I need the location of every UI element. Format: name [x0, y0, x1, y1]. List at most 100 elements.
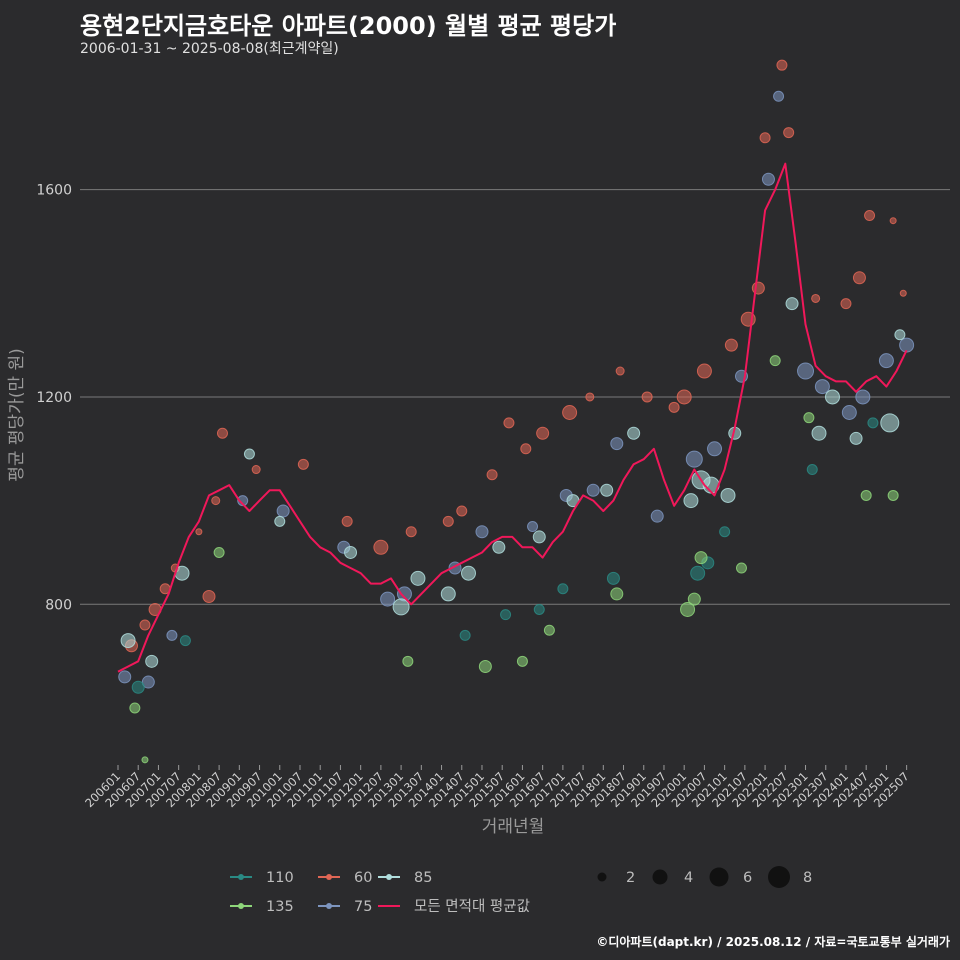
point-135 [402, 655, 414, 667]
point-60 [139, 619, 151, 631]
point-85 [344, 545, 358, 559]
point-135 [610, 587, 624, 601]
legend-size-circle [652, 869, 668, 885]
point-85 [243, 448, 255, 460]
data-points [118, 59, 915, 764]
average-line [117, 162, 908, 673]
point-75 [814, 379, 830, 395]
legend-size-label: 2 [626, 870, 635, 886]
y-tick-label: 1600 [36, 183, 72, 199]
point-110 [557, 583, 569, 595]
y-tick-label: 1200 [36, 390, 72, 406]
y-tick-label: 800 [45, 597, 72, 613]
y-axis-ticks: 800 1200 1600 [36, 183, 72, 614]
legend-label: 60 [354, 870, 372, 886]
point-60 [195, 528, 203, 536]
point-75 [878, 353, 894, 369]
point-60 [562, 405, 578, 420]
point-110 [459, 629, 471, 641]
x-axis-label: 거래년월 [482, 817, 545, 837]
point-135 [860, 489, 872, 501]
point-135 [680, 601, 696, 617]
legend-size-label: 6 [743, 870, 752, 886]
point-85 [720, 487, 736, 503]
point-75 [773, 90, 785, 102]
point-135 [478, 660, 492, 674]
point-60 [641, 391, 653, 403]
legend: 110 60 85 135 75 모든 면적대 평균값 2 4 6 8 [230, 866, 812, 915]
chart-subtitle: 2006-01-31 ~ 2025-08-08(최근계약일) [80, 41, 339, 57]
point-85 [410, 570, 426, 586]
point-110 [806, 464, 818, 476]
point-60 [456, 505, 468, 517]
point-135 [687, 592, 701, 606]
point-110 [131, 680, 145, 694]
point-60 [202, 590, 216, 604]
point-110 [719, 526, 731, 538]
point-135 [769, 355, 781, 367]
point-60 [536, 426, 550, 440]
point-60 [899, 289, 907, 297]
point-60 [811, 293, 821, 303]
point-60 [405, 526, 417, 538]
point-135 [803, 412, 815, 424]
point-60 [889, 217, 897, 225]
legend-key-dot [238, 874, 244, 880]
point-75 [380, 591, 396, 607]
point-85 [824, 389, 840, 405]
point-60 [776, 59, 788, 71]
legend-label: 모든 면적대 평균값 [414, 898, 530, 915]
point-60 [373, 539, 389, 555]
point-135 [887, 489, 899, 501]
point-60 [251, 465, 261, 475]
point-60 [724, 338, 738, 352]
point-60 [696, 363, 712, 379]
point-135 [129, 702, 141, 714]
legend-key-dot [326, 903, 332, 909]
legend-size-label: 4 [684, 870, 693, 886]
point-85 [894, 329, 906, 341]
point-85 [811, 425, 827, 441]
point-75 [141, 675, 155, 689]
legend-key-dot [238, 903, 244, 909]
point-135 [516, 655, 528, 667]
y-axis-label: 평균 평당가(만 원) [7, 348, 27, 482]
gridlines [80, 189, 950, 605]
legend-size-circle [709, 867, 729, 887]
legend-size-circle [597, 872, 607, 882]
legend-label: 75 [354, 899, 372, 915]
point-75 [610, 437, 624, 451]
point-75 [527, 521, 539, 533]
point-75 [118, 670, 132, 684]
point-75 [586, 483, 600, 497]
point-85 [274, 515, 286, 527]
point-60 [341, 515, 353, 527]
legend-label: 135 [266, 899, 294, 915]
point-60 [211, 496, 221, 506]
point-75 [475, 525, 489, 539]
point-85 [683, 493, 699, 509]
legend-label: 85 [414, 870, 432, 886]
point-85 [600, 483, 614, 497]
point-75 [855, 389, 871, 405]
average-line-layer [117, 162, 908, 673]
point-60 [783, 127, 795, 139]
legend-key-dot [386, 874, 392, 880]
point-75 [166, 629, 178, 641]
point-85 [145, 654, 159, 668]
point-75 [685, 450, 703, 468]
point-60 [503, 417, 515, 429]
x-axis-ticks: 2006012006072007012007072008012008072009… [82, 765, 912, 810]
point-60 [676, 389, 692, 405]
point-60 [864, 210, 876, 222]
point-75 [707, 441, 723, 457]
point-60 [615, 366, 625, 376]
point-135 [735, 562, 747, 574]
point-135 [141, 756, 149, 764]
point-135 [213, 546, 225, 558]
point-60 [759, 132, 771, 144]
point-85 [492, 540, 506, 554]
point-60 [442, 515, 454, 527]
point-110 [533, 603, 545, 615]
